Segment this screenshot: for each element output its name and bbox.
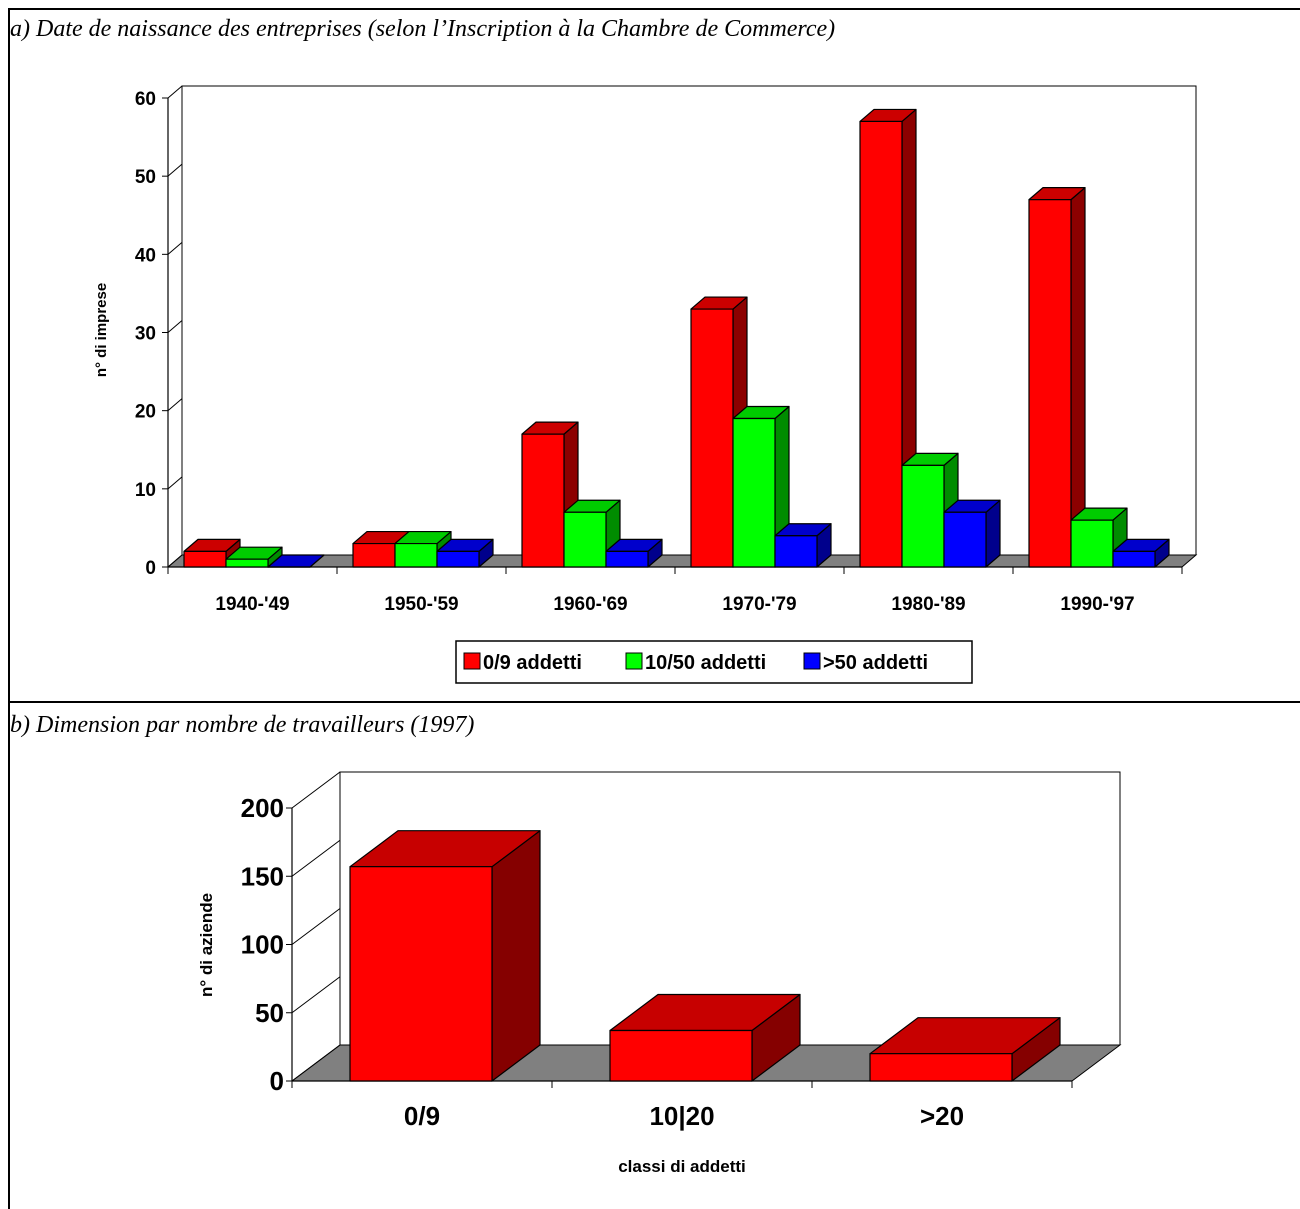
y-tick-diag-b: [291, 1044, 341, 1082]
legend-label-a: >50 addetti: [823, 652, 928, 674]
chart-b: 0 50 100 150 200 0/9 10|20 >20 n° di aziende clas…: [197, 771, 1122, 1176]
bar-b: [349, 830, 541, 1082]
y-tick-label-b: 200: [241, 793, 284, 823]
bar-b: [869, 1017, 1061, 1082]
x-tick-label-a: 1950-'59: [384, 594, 458, 615]
y-axis-label-b: n° di aziende: [197, 893, 216, 997]
y-tick-label-b: 150: [241, 861, 284, 891]
y-tick-label-b: 0: [270, 1066, 284, 1096]
y-tick-label-a: 60: [135, 89, 156, 110]
y-tick-diag-b: [291, 908, 341, 945]
y-tick-diag-b: [291, 976, 341, 1014]
bar-a: [943, 499, 1001, 568]
bar-a: [563, 499, 621, 568]
y-tick-label-a: 20: [135, 402, 156, 423]
y-tick-label-b: 100: [241, 930, 284, 960]
legend-label-a: 10/50 addetti: [645, 652, 766, 674]
bar-a: [859, 108, 917, 568]
y-tick-diag-b: [291, 839, 341, 877]
y-tick-label-a: 0: [145, 558, 156, 579]
bar-a: [605, 538, 663, 568]
y-tick-diag-a: [167, 241, 183, 255]
caption-a: a) Date de naissance des entreprises (se…: [10, 16, 836, 42]
panel-a: [8, 8, 1300, 703]
y-tick-label-a: 50: [135, 167, 156, 188]
x-tick-label-b: >20: [920, 1101, 964, 1131]
bar-a: [1028, 187, 1086, 568]
y-tick-label-a: 10: [135, 480, 156, 501]
legend-swatch-a: [463, 652, 481, 670]
legend-label-a: 0/9 addetti: [483, 652, 582, 674]
y-tick-diag-b: [291, 771, 341, 809]
x-tick-label-a: 1980-'89: [891, 594, 965, 615]
y-tick-diag-a: [167, 554, 183, 568]
y-tick-diag-a: [167, 85, 183, 99]
legend-a: [455, 640, 973, 684]
bar-a: [732, 405, 790, 568]
y-axis-label-a: n° di imprese: [93, 283, 110, 377]
x-tick-label-b: 0/9: [404, 1101, 440, 1131]
bar-a: [267, 554, 325, 568]
bar-a: [1070, 507, 1128, 568]
legend-swatch-a: [803, 652, 821, 670]
x-tick-label-a: 1960-'69: [553, 594, 627, 615]
x-tick-label-a: 1940-'49: [215, 594, 289, 615]
legend-swatch-a: [625, 652, 643, 670]
y-tick-label-a: 40: [135, 245, 156, 266]
chart-a: 0 10 20 30 40 50 60 1940-'49 1950-'59 1960-'69 197…: [93, 85, 1198, 684]
x-axis-label-b: classi di addetti: [618, 1157, 746, 1176]
bar-a: [436, 538, 494, 568]
y-tick-diag-a: [167, 476, 183, 490]
x-tick-label-b: 10|20: [649, 1101, 714, 1131]
bar-a: [225, 546, 283, 568]
y-tick-diag-a: [167, 398, 183, 412]
bar-a: [1112, 538, 1170, 568]
panel-b: [8, 703, 1300, 1209]
bar-a: [774, 523, 832, 568]
bar-b: [609, 993, 801, 1082]
x-tick-label-a: 1970-'79: [722, 594, 796, 615]
x-tick-label-a: 1990-'97: [1060, 594, 1134, 615]
y-tick-diag-a: [167, 320, 183, 333]
y-tick-label-a: 30: [135, 324, 156, 345]
y-tick-diag-a: [167, 163, 183, 177]
y-tick-label-b: 50: [255, 998, 284, 1028]
caption-b: b) Dimension par nombre de travailleurs …: [10, 712, 475, 738]
